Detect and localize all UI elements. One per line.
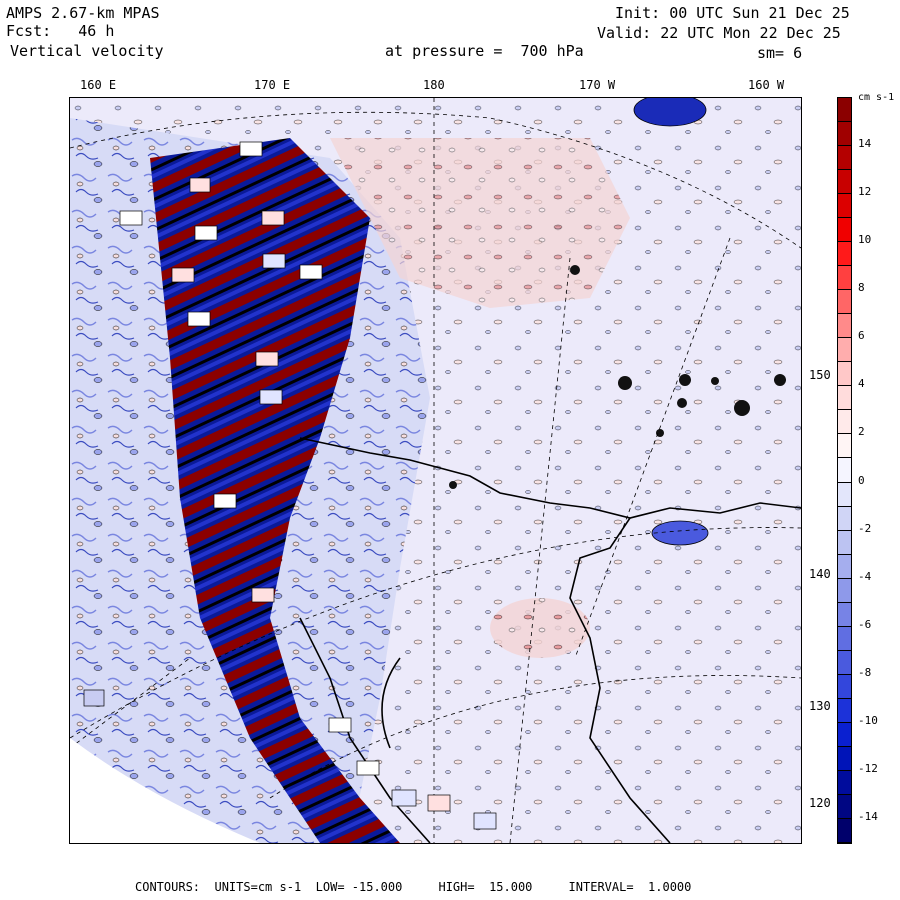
colorbar-segment xyxy=(838,194,851,219)
colorbar-segment xyxy=(838,242,851,267)
colorbar-segment xyxy=(838,818,851,843)
colorbar-segment xyxy=(838,122,851,147)
colorbar-segment xyxy=(838,698,851,723)
positive-region-south xyxy=(490,598,590,658)
map-panel xyxy=(69,97,802,844)
colorbar-tick-label: 12 xyxy=(858,185,872,199)
lon-label-160w: 160 W xyxy=(748,78,785,92)
init-value: 00 UTC Sun 21 Dec 25 xyxy=(669,4,850,22)
valid-time: Valid: 22 UTC Mon 22 Dec 25 xyxy=(597,24,841,42)
colorbar-tick-label: 10 xyxy=(858,233,872,247)
lon-label-170e: 170 E xyxy=(254,78,291,92)
coastline xyxy=(299,437,801,843)
colorbar-tick-label: 2 xyxy=(858,425,865,439)
colorbar-tick-label: -12 xyxy=(858,761,878,775)
interval-value: 1.0000 xyxy=(648,880,692,894)
level-label: at pressure = xyxy=(385,42,503,60)
colorbar-segment xyxy=(838,146,851,171)
colorbar-tick-label: -10 xyxy=(858,713,878,727)
colorbar-segment xyxy=(838,314,851,339)
fcst-label: Fcst: xyxy=(6,22,52,40)
colorbar-units: cm s-1 xyxy=(858,92,895,103)
colorbar-segment xyxy=(838,482,851,507)
init-time: Init: 00 UTC Sun 21 Dec 25 xyxy=(615,4,850,22)
interval-label: INTERVAL= xyxy=(568,880,634,894)
colorbar-segment xyxy=(838,338,851,363)
colorbar-segment xyxy=(838,266,851,291)
colorbar-segment xyxy=(838,554,851,579)
high-label: HIGH= xyxy=(438,880,475,894)
contours-label: CONTOURS: xyxy=(135,880,201,894)
forecast-hour: Fcst: 46 h xyxy=(6,22,114,40)
colorbar-segment xyxy=(838,794,851,819)
colorbar-tick-label: 0 xyxy=(858,473,865,487)
colorbar-tick-label: 4 xyxy=(858,377,865,391)
colorbar-segment xyxy=(838,626,851,651)
field-name: Vertical velocity xyxy=(10,42,164,60)
colorbar-segment xyxy=(838,170,851,195)
colorbar-segment xyxy=(838,362,851,387)
masked-area xyxy=(70,738,260,843)
pressure-level: at pressure = 700 hPa xyxy=(385,42,584,60)
colorbar xyxy=(837,97,852,844)
colorbar-segment xyxy=(838,674,851,699)
init-label: Init: xyxy=(615,4,661,22)
station-boxes xyxy=(83,141,497,830)
colorbar-tick-label: -4 xyxy=(858,569,872,583)
colorbar-tick-label: -6 xyxy=(858,617,872,631)
colorbar-tick-label: -2 xyxy=(858,521,872,535)
valid-value: 22 UTC Mon 22 Dec 25 xyxy=(660,24,841,42)
colorbar-segment xyxy=(838,770,851,795)
fcst-value: 46 h xyxy=(78,22,115,40)
units-label: UNITS=cm s-1 xyxy=(214,880,302,894)
level-value: 700 hPa xyxy=(520,42,584,60)
low-value: -15.000 xyxy=(351,880,403,894)
negative-cell-east xyxy=(651,520,709,546)
colorbar-segment xyxy=(838,458,851,483)
colorbar-tick-label: 8 xyxy=(858,281,865,295)
lon-label-170w: 170 W xyxy=(579,78,616,92)
low-label: LOW= xyxy=(315,880,345,894)
colorbar-segment xyxy=(838,218,851,243)
contour-info: CONTOURS: UNITS=cm s-1 LOW= -15.000 HIGH… xyxy=(135,880,691,894)
colorbar-segment xyxy=(838,386,851,411)
colorbar-segment xyxy=(838,578,851,603)
positive-region-north xyxy=(330,138,630,308)
colorbar-segment xyxy=(838,98,851,123)
model-title: AMPS 2.67-km MPAS xyxy=(6,4,160,22)
colorbar-segment xyxy=(838,530,851,555)
negative-cell-ne xyxy=(633,98,707,127)
colorbar-segment xyxy=(838,746,851,771)
vertical-velocity-map xyxy=(70,98,801,843)
lon-label-180: 180 xyxy=(423,78,445,92)
colorbar-segment xyxy=(838,290,851,315)
colorbar-tick-label: 14 xyxy=(858,137,872,151)
colorbar-segment xyxy=(838,602,851,627)
lon-label-160e: 160 E xyxy=(80,78,117,92)
colorbar-segment xyxy=(838,434,851,459)
storm-band xyxy=(150,138,400,843)
colorbar-segment xyxy=(838,410,851,435)
colorbar-tick-label: -14 xyxy=(858,809,878,823)
graticule xyxy=(70,98,801,843)
smoothing-label: sm= 6 xyxy=(757,44,803,62)
colorbar-tick-label: -8 xyxy=(858,665,872,679)
colorbar-segment xyxy=(838,506,851,531)
high-value: 15.000 xyxy=(489,880,533,894)
convective-cells xyxy=(449,265,786,489)
colorbar-tick-label: 6 xyxy=(858,329,865,343)
colorbar-segment xyxy=(838,722,851,747)
valid-label: Valid: xyxy=(597,24,652,42)
colorbar-segment xyxy=(838,650,851,675)
